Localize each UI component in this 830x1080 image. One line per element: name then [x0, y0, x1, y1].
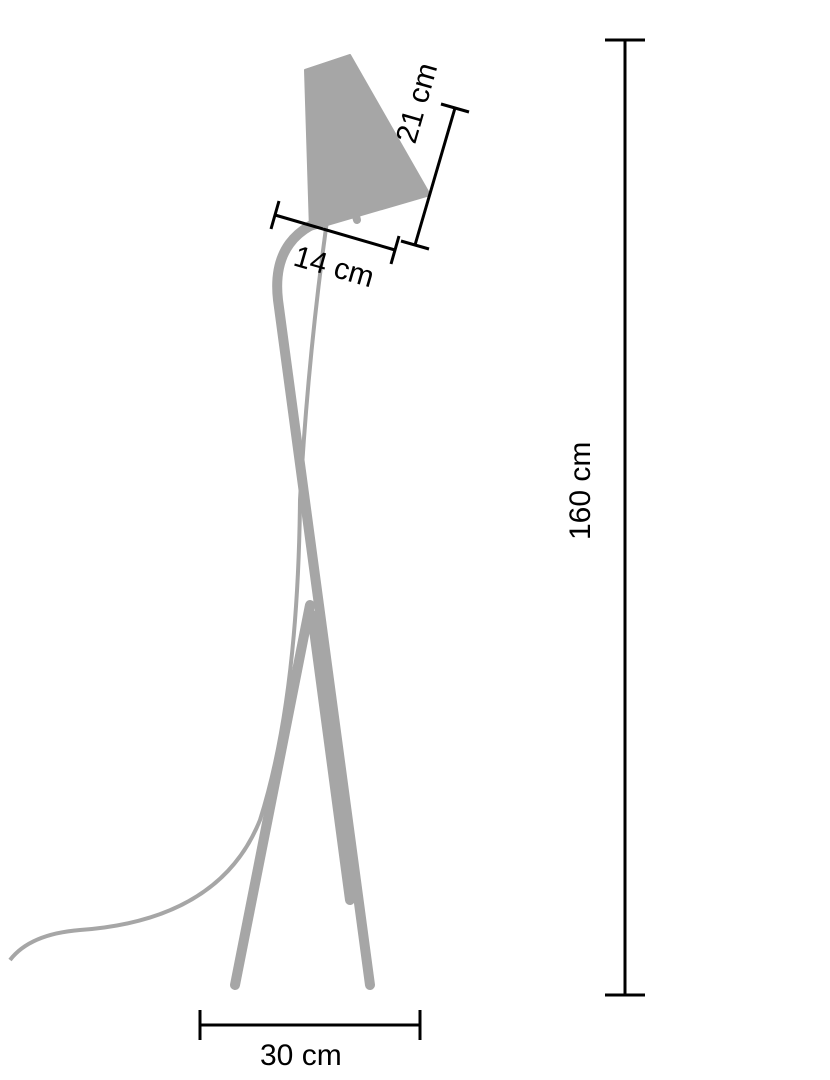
shade-height-label: 21 cm — [390, 59, 444, 147]
dimension-height: 160 cm — [564, 40, 645, 995]
base-width-label: 30 cm — [260, 1039, 342, 1072]
tripod-leg-front — [235, 605, 310, 985]
lamp-main-pole — [277, 215, 370, 985]
height-label: 160 cm — [564, 442, 597, 540]
power-cord — [10, 148, 338, 960]
shade-width-label: 14 cm — [290, 240, 378, 294]
dimension-base-width: 30 cm — [200, 1010, 420, 1072]
lamp-dimension-diagram: 160 cm 30 cm 14 cm 21 cm — [0, 0, 830, 1080]
